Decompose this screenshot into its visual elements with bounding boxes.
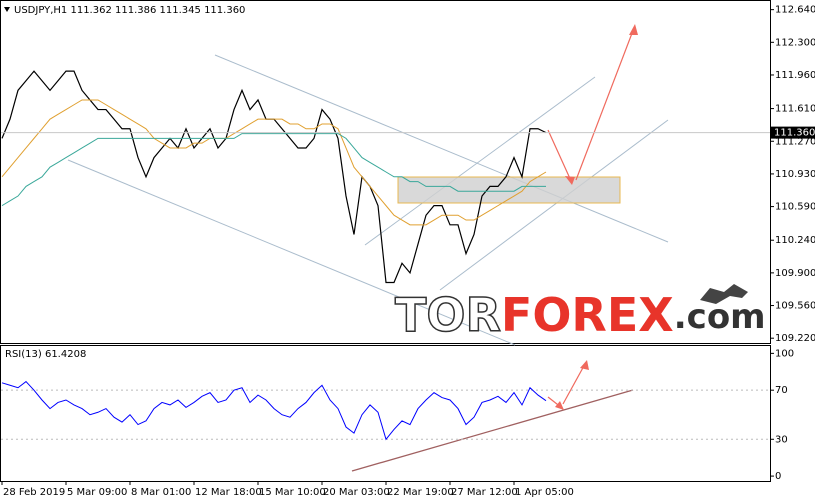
- watermark-main: FOREX: [501, 288, 674, 342]
- y-tick-label: 109.560: [775, 301, 815, 312]
- y-tick-label: 70: [775, 385, 788, 396]
- y-tick-label: 109.900: [775, 268, 815, 279]
- x-tick-label: 8 Mar 01:00: [131, 487, 191, 498]
- y-tick-label: 111.610: [775, 104, 815, 115]
- x-tick-label: 12 Mar 18:00: [195, 487, 262, 498]
- watermark-suffix: .com: [674, 297, 766, 337]
- x-tick-label: 22 Mar 19:00: [387, 487, 454, 498]
- watermark-prefix: TOR: [395, 288, 501, 342]
- bull-logo: [700, 284, 748, 304]
- header: USDJPY,H1 111.362 111.386 111.345 111.36…: [14, 5, 245, 16]
- drawings: [67, 24, 669, 472]
- price-frame: [0, 0, 771, 344]
- x-tick-label: 5 Mar 09:00: [67, 487, 127, 498]
- series-line: [1, 99, 547, 226]
- y-tick-label: 112.300: [775, 37, 815, 48]
- x-tick-label: 15 Mar 10:00: [259, 487, 326, 498]
- y-tick-label: 30: [775, 434, 788, 445]
- series-line: [1, 380, 547, 441]
- y-tick-label: 110.930: [775, 169, 815, 180]
- y-tick-label: 109.220: [775, 333, 815, 344]
- last-price-tag: [771, 126, 815, 139]
- y-tick-label: 0: [775, 471, 781, 482]
- series-line: [1, 133, 546, 207]
- y-tick-label: 111.270: [775, 136, 815, 147]
- y-tick-label: 110.590: [775, 202, 815, 213]
- y-tick-label: 111.960: [775, 70, 815, 81]
- watermark: TORFOREX.com: [395, 288, 766, 342]
- x-tick-label: 27 Mar 12:00: [451, 487, 518, 498]
- header-icon: [4, 7, 10, 12]
- y-tick-label: 110.240: [775, 235, 815, 246]
- x-tick-label: 1 Apr 05:00: [515, 487, 574, 498]
- y-tick-label: 112.640: [775, 5, 815, 16]
- x-tick-label: 20 Mar 03:00: [323, 487, 390, 498]
- rsi-title: RSI(13) 61.4208: [5, 349, 86, 360]
- y-tick-label: 100: [775, 348, 794, 359]
- last-price-label: 111.360: [774, 128, 815, 139]
- x-tick-label: 28 Feb 2019: [3, 487, 65, 498]
